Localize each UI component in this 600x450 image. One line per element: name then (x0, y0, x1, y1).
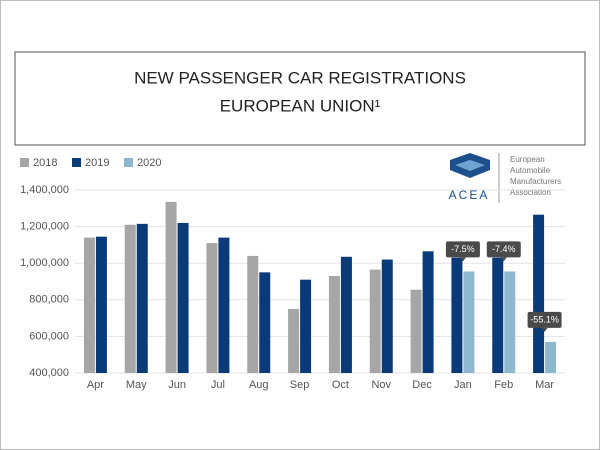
logo-icon (455, 160, 485, 171)
x-tick-label: Dec (412, 379, 432, 391)
annotation-label: -7.5% (451, 244, 475, 254)
annotation-box (486, 241, 521, 258)
annotation-box (445, 241, 480, 258)
bar (165, 201, 177, 373)
x-tick-label: Apr (87, 379, 104, 391)
bar (463, 271, 475, 373)
y-tick-label: 400,000 (29, 367, 69, 379)
bar (247, 255, 259, 373)
y-tick-label: 600,000 (29, 330, 69, 342)
legend-label: 2020 (137, 157, 161, 169)
chart-title: NEW PASSENGER CAR REGISTRATIONS (134, 68, 466, 87)
bar (300, 279, 312, 373)
bar (451, 257, 463, 373)
x-tick-label: Mar (535, 379, 554, 391)
bar (369, 269, 381, 373)
bar (340, 256, 352, 373)
y-tick-label: 1,000,000 (20, 257, 69, 269)
x-tick-label: Jul (211, 379, 225, 391)
x-tick-label: Feb (494, 379, 513, 391)
bar (533, 214, 545, 373)
bar (177, 222, 189, 373)
bar (288, 308, 300, 373)
bar (422, 251, 434, 373)
bar (410, 289, 422, 373)
logo-text: Manufacturers (510, 177, 561, 186)
logo-name: ACEA (449, 188, 490, 202)
logo: ACEA European Automobile Manufacturers A… (449, 153, 561, 203)
logo-text: Association (510, 188, 551, 197)
bar (492, 257, 504, 373)
annotation-label: -7.4% (492, 244, 516, 254)
x-tick-label: Nov (371, 379, 391, 391)
annotation-pointer (500, 257, 507, 262)
bar (124, 224, 136, 373)
y-tick-label: 800,000 (29, 294, 69, 306)
bar (83, 237, 95, 373)
y-tick-label: 1,200,000 (20, 221, 69, 233)
x-tick-label: Oct (332, 379, 349, 391)
bar (136, 223, 148, 373)
x-tick-label: Sep (290, 379, 310, 391)
bar (259, 272, 271, 373)
title-box (14, 51, 586, 146)
legend-label: 2018 (33, 157, 57, 169)
legend-label: 2019 (85, 157, 109, 169)
chart-title: EUROPEAN UNION¹ (220, 96, 381, 115)
x-tick-label: Jun (168, 379, 186, 391)
logo-text: European (510, 155, 545, 164)
legend-swatch (124, 158, 133, 167)
bar (504, 271, 516, 373)
bar (95, 236, 107, 373)
annotation-pointer (459, 257, 466, 262)
legend-swatch (20, 158, 29, 167)
bar (206, 243, 218, 373)
bar (545, 341, 557, 373)
x-tick-label: Jan (454, 379, 472, 391)
bar (328, 276, 340, 373)
logo-text: Automobile (510, 166, 551, 175)
x-tick-label: Aug (249, 379, 269, 391)
bar (381, 259, 393, 373)
legend-swatch (72, 158, 81, 167)
annotation-label: -55.1% (530, 314, 559, 324)
x-tick-label: May (126, 379, 147, 391)
bar (218, 237, 230, 373)
y-tick-label: 1,400,000 (20, 184, 69, 196)
annotation-box (527, 311, 562, 328)
annotation-pointer (541, 327, 548, 332)
